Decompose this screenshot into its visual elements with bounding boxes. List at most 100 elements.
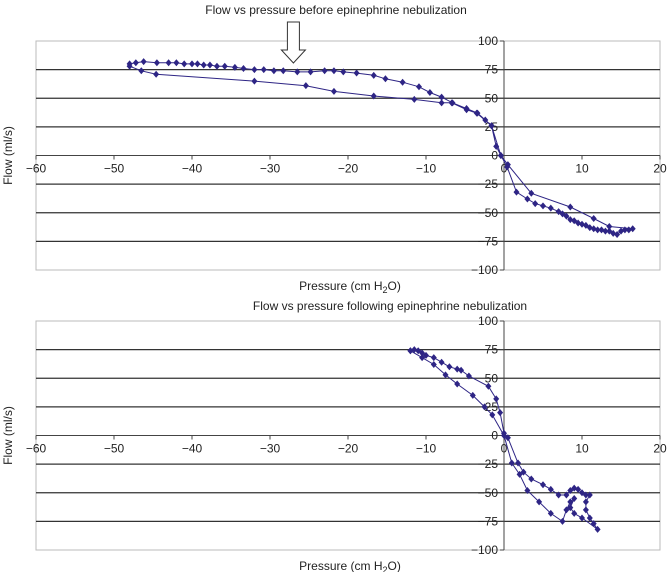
- x-tick-label: 20: [653, 442, 667, 456]
- data-point-marker: [280, 67, 287, 75]
- data-point-marker: [497, 152, 504, 159]
- data-point-marker: [294, 68, 301, 76]
- down-arrow-icon: [280, 21, 307, 64]
- data-point-marker: [602, 227, 609, 235]
- data-point-marker: [340, 68, 347, 76]
- data-point-marker: [528, 189, 535, 197]
- data-point-marker: [438, 93, 445, 101]
- y-tick-label: 50: [485, 91, 499, 105]
- data-point-marker: [260, 66, 267, 74]
- y-axis-label: Flow (ml/s): [1, 406, 15, 465]
- x-tick-label: 20: [653, 162, 667, 176]
- data-point-marker: [415, 83, 422, 91]
- data-point-marker: [614, 231, 621, 239]
- data-point-marker: [251, 77, 258, 85]
- data-point-marker: [321, 67, 328, 75]
- x-axis-label-end: O): [388, 559, 401, 572]
- data-point-marker: [473, 109, 480, 117]
- data-point-marker: [504, 161, 511, 169]
- x-tick-label: 0: [501, 162, 508, 176]
- data-point-marker: [594, 226, 601, 234]
- y-tick-label: 100: [478, 314, 498, 328]
- data-point-marker: [567, 203, 574, 211]
- data-point-marker: [458, 366, 465, 374]
- y-tick-label: 50: [485, 371, 499, 385]
- data-point-marker: [426, 89, 433, 97]
- data-point-marker: [213, 62, 220, 70]
- data-point-marker: [200, 61, 207, 69]
- data-point-marker: [540, 202, 546, 210]
- data-point-marker: [497, 409, 504, 417]
- x-tick-label: −40: [182, 442, 203, 456]
- data-point-marker: [571, 509, 578, 517]
- x-tick-label: 0: [501, 442, 508, 456]
- y-tick-label: −25: [478, 457, 499, 471]
- data-point-marker: [407, 347, 414, 355]
- data-point-marker: [240, 64, 247, 72]
- data-point-marker: [567, 498, 574, 506]
- y-tick-label: 0: [491, 149, 498, 163]
- data-point-marker: [555, 491, 562, 499]
- data-point-marker: [270, 67, 277, 75]
- data-point-marker: [493, 395, 500, 403]
- y-axis-label: Flow (ml/s): [1, 126, 15, 185]
- data-point-marker: [430, 361, 437, 369]
- data-point-marker: [586, 514, 593, 522]
- data-point-marker: [532, 200, 539, 208]
- y-tick-label: 100: [478, 34, 498, 48]
- data-point-marker: [430, 354, 437, 362]
- data-point-marker: [153, 59, 160, 67]
- x-axis-label: Pressure (cm H2O): [299, 279, 401, 295]
- x-tick-label: −30: [260, 442, 281, 456]
- data-point-marker: [438, 358, 445, 366]
- data-point-marker: [353, 69, 360, 77]
- x-tick-label: −10: [416, 442, 437, 456]
- y-tick-label: 75: [485, 343, 499, 357]
- x-tick-label: −50: [104, 442, 125, 456]
- data-point-marker: [590, 520, 597, 528]
- y-tick-label: −75: [478, 514, 499, 528]
- data-point-marker: [181, 60, 188, 68]
- data-point-marker: [231, 63, 238, 71]
- data-point-marker: [582, 491, 589, 499]
- series-line: [129, 61, 633, 236]
- data-point-marker: [330, 67, 337, 75]
- data-point-marker: [579, 514, 585, 522]
- x-tick-label: −60: [26, 162, 47, 176]
- y-tick-label: 0: [491, 429, 498, 443]
- data-point-marker: [448, 99, 455, 107]
- x-tick-label: −60: [26, 442, 47, 456]
- data-point-marker: [463, 106, 470, 114]
- data-point-marker: [189, 60, 195, 68]
- y-tick-label: −50: [478, 206, 499, 220]
- data-point-marker: [165, 59, 172, 67]
- x-axis-label-subscript: 2: [382, 565, 387, 572]
- y-tick-label: −100: [471, 543, 498, 557]
- data-point-marker: [629, 225, 636, 233]
- data-point-marker: [547, 509, 554, 517]
- x-tick-label: −10: [416, 162, 437, 176]
- x-tick-label: 10: [575, 442, 589, 456]
- chart-title: Flow vs pressure following epinephrine n…: [253, 299, 527, 313]
- data-point-marker: [307, 68, 314, 76]
- data-point-marker: [438, 99, 445, 107]
- data-point-marker: [140, 58, 147, 66]
- y-tick-label: −50: [478, 486, 499, 500]
- data-point-marker: [481, 403, 488, 411]
- data-point-marker: [132, 59, 139, 67]
- data-point-marker: [370, 92, 377, 100]
- x-tick-label: −20: [338, 442, 359, 456]
- data-point-marker: [547, 204, 554, 212]
- data-point-marker: [524, 195, 531, 203]
- data-point-marker: [536, 498, 543, 506]
- data-point-marker: [515, 459, 522, 467]
- data-point-marker: [465, 372, 472, 380]
- data-point-marker: [482, 116, 489, 124]
- x-axis-label-main: Pressure (cm H: [299, 279, 382, 293]
- data-point-marker: [488, 122, 495, 130]
- y-tick-label: −100: [471, 263, 498, 277]
- data-point-marker: [508, 459, 515, 467]
- data-point-marker: [194, 60, 201, 68]
- data-point-marker: [563, 506, 570, 514]
- data-point-marker: [206, 61, 213, 69]
